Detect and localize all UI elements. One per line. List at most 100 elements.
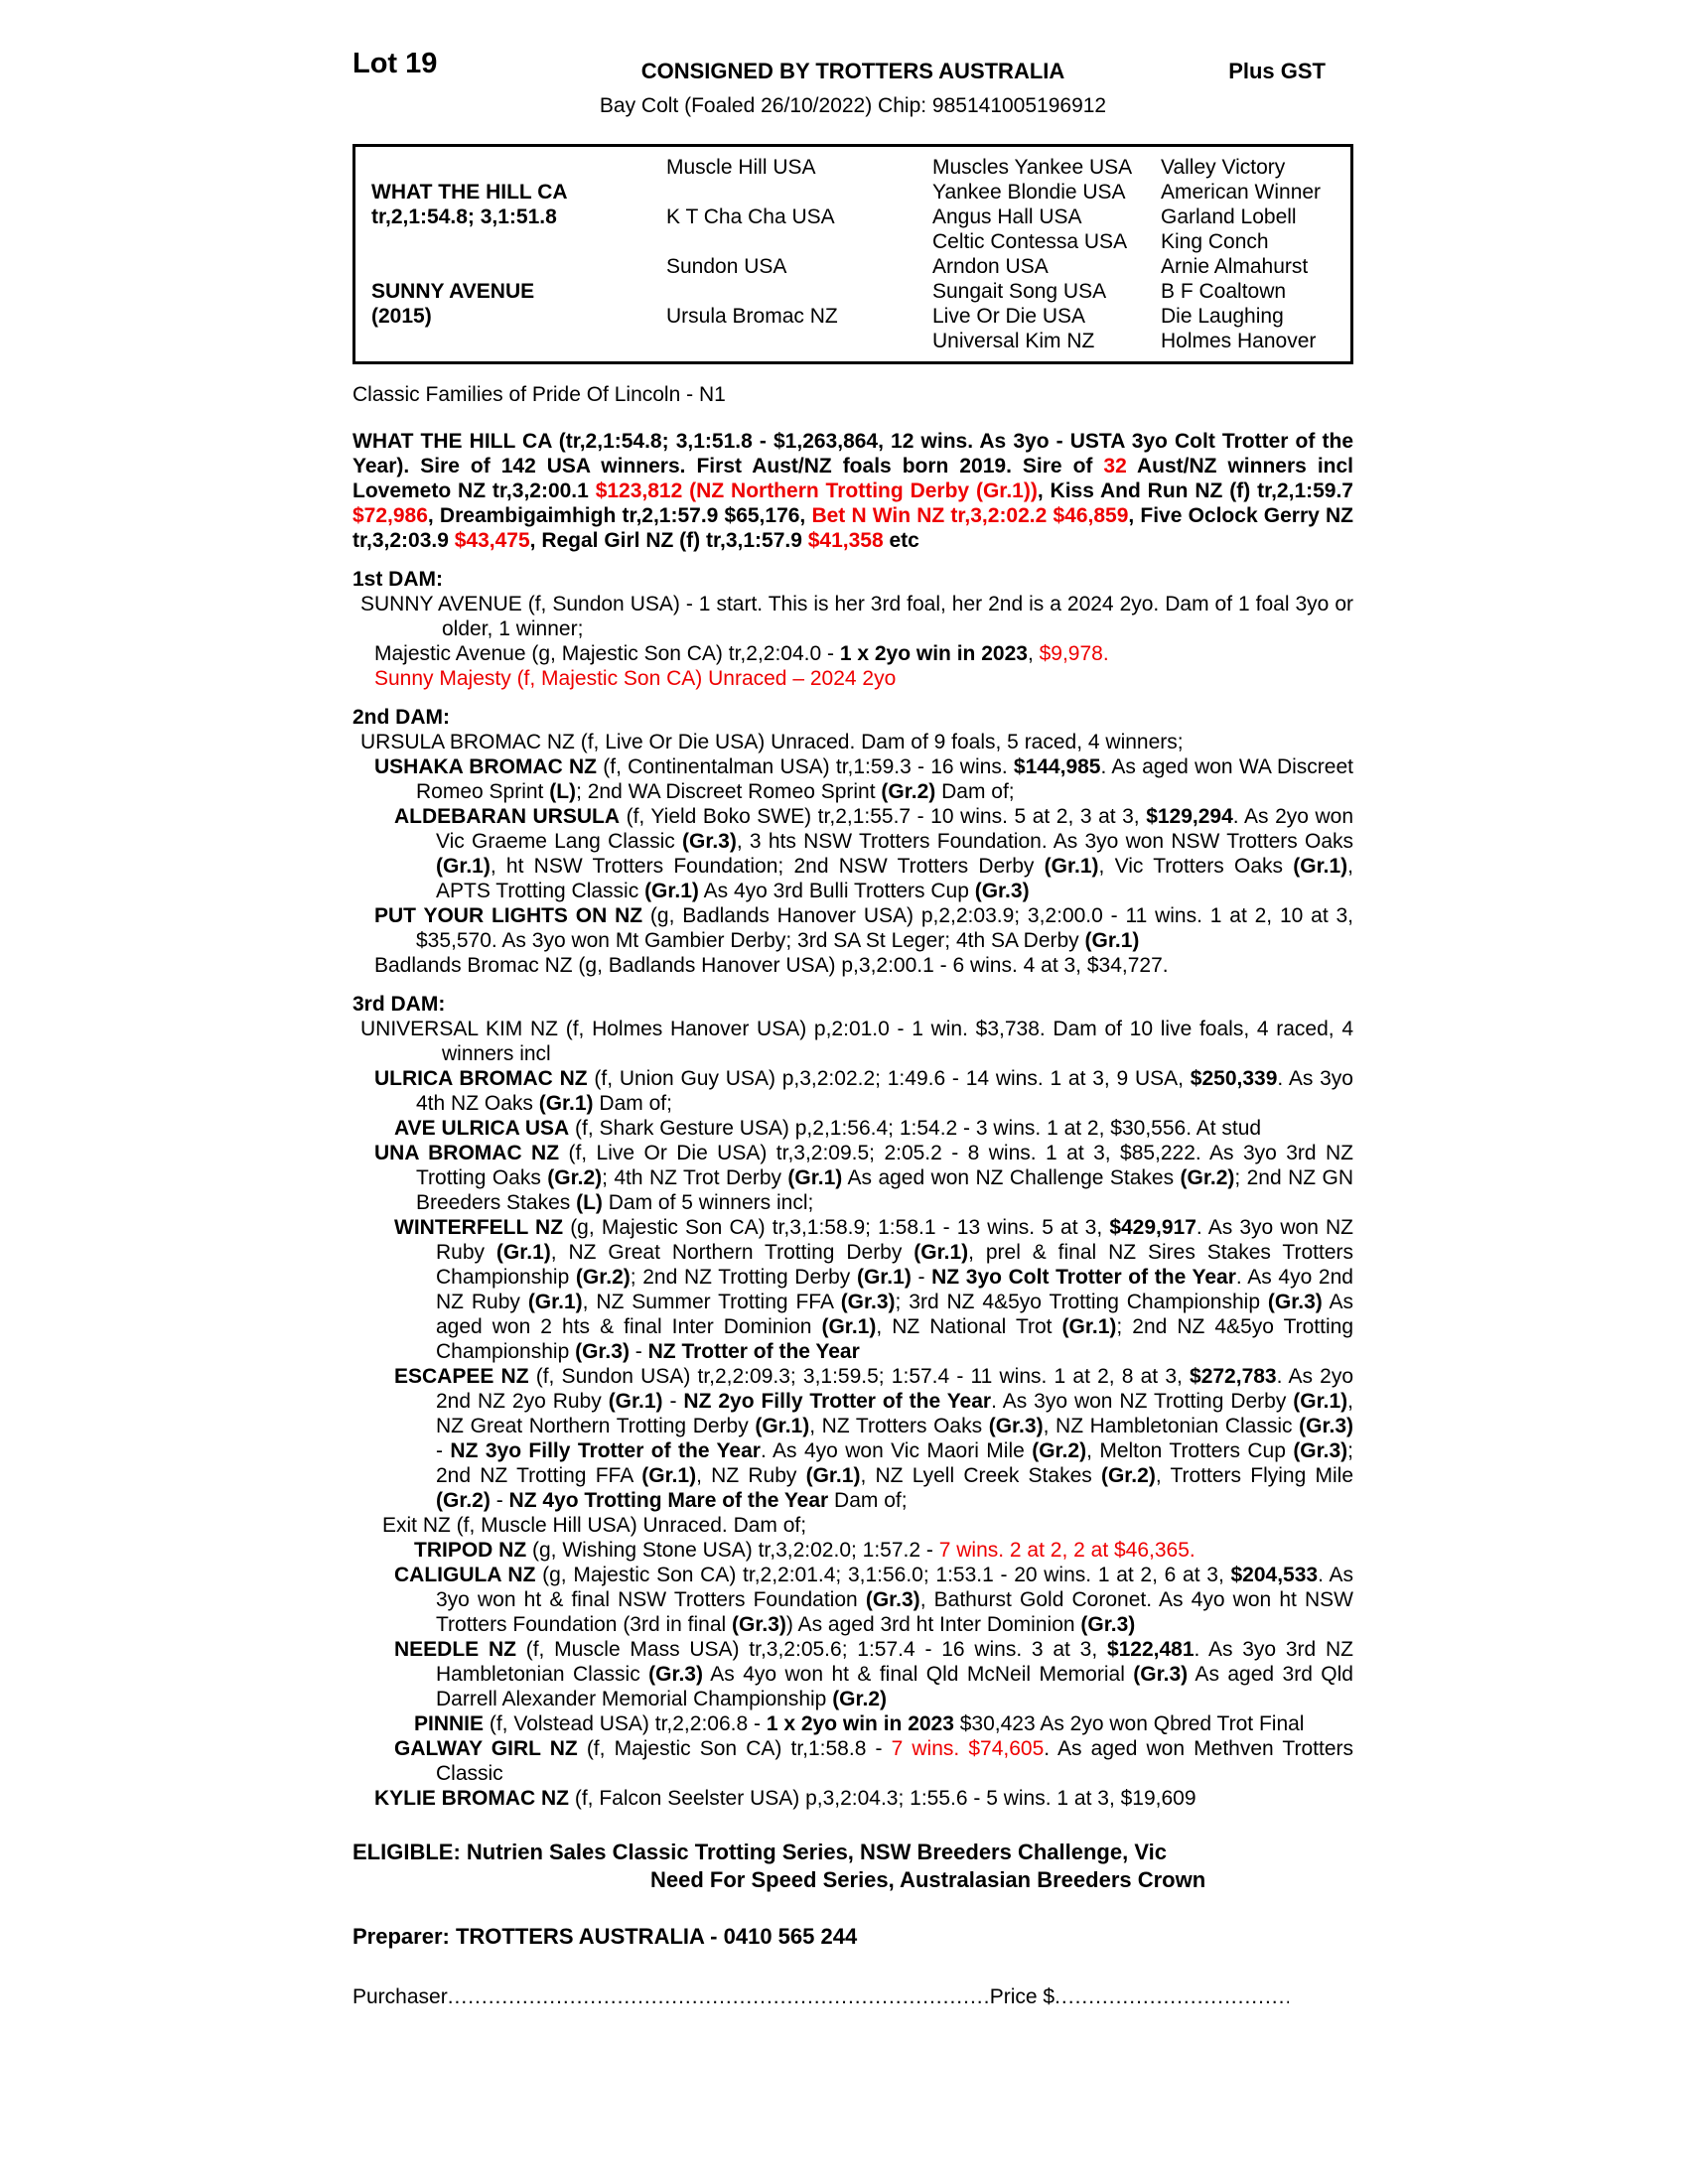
pedigree-cell: WHAT THE HILL CA [371,181,568,204]
horse-note: NEEDLE NZ (f, Muscle Mass USA) tr,3,2:05… [352,1637,1353,1711]
text-run: (f, Volstead USA) tr,2,2:06.8 - [484,1712,767,1735]
red-text-run: Bet N Win NZ tr,3,2:02.2 $46,859 [811,504,1129,527]
bold-text-run: (Gr.3) [682,830,737,853]
bold-text-run: (Gr.2) [832,1688,888,1710]
bold-text-run: (Gr.1) [914,1241,969,1264]
text-run: As aged won NZ Challenge Stakes [842,1166,1181,1189]
bold-text-run: (Gr.1) [495,1241,551,1264]
text-run: , [1027,642,1040,665]
pedigree-cell: American Winner [1161,181,1322,204]
pedigree-cell: Celtic Contessa USA [932,230,1128,253]
text-run: . As 3yo 4th NZ Oaks [416,1067,1353,1115]
text-run: . As 3yo won NZ Trotting Derby [991,1390,1294,1413]
text-run: , Bathurst Gold Coronet. As 4yo won ht N… [436,1588,1353,1636]
eligibility: ELIGIBLE: Nutrien Sales Classic Trotting… [352,1839,1353,1894]
bold-text-run: (Gr.2) [1180,1166,1235,1189]
text-run: ; 3rd NZ 4&5yo Trotting Championship [895,1291,1268,1313]
dam-heading: 2nd DAM: [352,706,450,729]
bold-text-run: CALIGULA NZ [394,1564,536,1586]
horse-note: ALDEBARAN URSULA (f, Yield Boko SWE) tr,… [352,804,1353,903]
pedigree-cell: B F Coaltown [1161,280,1287,303]
text-run: . As 3yo won NZ Ruby [436,1216,1353,1264]
bold-text-run: $144,985 [1013,755,1101,778]
red-text-run: $9,978. [1039,642,1109,665]
text-run: As 4yo 3rd Bulli Trotters Cup [698,880,975,902]
pedigree-cell: tr,2,1:54.8; 3,1:51.8 [371,205,557,228]
text-run: ; 2nd NZ 4&5yo Trotting Championship [436,1315,1353,1363]
pedigree-cell [371,329,666,353]
text-run: (f, Shark Gesture USA) p,2,1:56.4; 1:54.… [569,1117,1262,1140]
horse-note: USHAKA BROMAC NZ (f, Continentalman USA)… [352,754,1353,804]
red-text-run: $72,986 [352,504,428,527]
bold-text-run: $204,533 [1230,1564,1319,1586]
bold-text-run: $250,339 [1190,1067,1278,1090]
pedigree-cell [666,279,932,304]
bold-text-run: (Gr.1) [1061,1315,1117,1338]
text-run: , Vic Trotters Oaks [1098,855,1294,878]
bold-text-run: (Gr.1) [1293,855,1348,878]
text-run: ; 2nd NZ Trotting Derby [630,1266,857,1289]
text-run: Dam of 5 winners incl; [602,1191,814,1214]
horse-note: SUNNY AVENUE (f, Sundon USA) - 1 start. … [352,592,1353,641]
text-run: . As aged won Methven Trotters Classic [436,1737,1353,1785]
pedigree-cell: Muscle Hill USA [666,156,816,179]
pedigree-cell [666,229,932,254]
text-run: WHAT THE HILL CA (tr,2,1:54.8; 3,1:51.8 … [352,430,1353,478]
pedigree-cell: Arnie Almahurst [1161,255,1309,278]
bold-text-run: NZ Trotter of the Year [647,1340,860,1363]
bold-text-run: NZ 2yo Filly Trotter of the Year [683,1390,992,1413]
bold-text-run: (Gr.3) [865,1588,920,1611]
purchaser-dotted-line: ........................................… [447,1985,990,2008]
horse-note: Sunny Majesty (f, Majestic Son CA) Unrac… [352,666,1353,691]
text-run: . As 3yo 3rd NZ Hambletonian Classic [436,1638,1353,1686]
text-run: ; 4th NZ Trot Derby [602,1166,788,1189]
horse-note: UNIVERSAL KIM NZ (f, Holmes Hanover USA)… [352,1017,1353,1066]
red-text-run: Sunny Majesty (f, Majestic Son CA) Unrac… [374,667,897,690]
pedigree-cell: Valley Victory [1161,156,1286,179]
horse-note: UNA BROMAC NZ (f, Live Or Die USA) tr,3,… [352,1141,1353,1215]
text-run: , Dreambigaimhigh tr,2,1:57.9 $65,176, [427,504,812,527]
bold-text-run: NEEDLE NZ [394,1638,516,1661]
bold-text-run: $122,481 [1106,1638,1195,1661]
pedigree-cell: Ursula Bromac NZ [666,305,838,328]
text-run: , NZ Lyell Creek Stakes [860,1464,1101,1487]
text-run: ; 2nd WA Discreet Romeo Sprint [576,780,882,803]
page-header: Lot 19 CONSIGNED BY TROTTERS AUSTRALIA P… [352,50,1353,87]
pedigree-cell: Muscles Yankee USA [932,156,1133,179]
text-run: , Five Oclock Gerry NZ tr,3,2:03.9 [352,504,1353,552]
bold-text-run: ULRICA BROMAC NZ [374,1067,588,1090]
bold-text-run: PUT YOUR LIGHTS ON NZ [374,904,643,927]
pedigree-cell: Sungait Song USA [932,280,1107,303]
text-run: . As 2yo won Vic Graeme Lang Classic [436,805,1354,853]
bold-text-run: (Gr.2) [575,1266,631,1289]
text-run: etc [883,529,919,552]
text-run: URSULA BROMAC NZ (f, Live Or Die USA) Un… [360,731,1184,753]
red-text-run: $41,358 [807,529,884,552]
text-run: . As 4yo 2nd NZ Ruby [436,1266,1353,1313]
pedigree-cell: Universal Kim NZ [932,330,1095,352]
text-run: (f, Muscle Mass USA) tr,3,2:05.6; 1:57.4… [515,1638,1107,1661]
sire-summary: WHAT THE HILL CA (tr,2,1:54.8; 3,1:51.8 … [352,429,1353,553]
pedigree-table: Muscle Hill USA Muscles Yankee USA Valle… [352,144,1353,364]
text-run: . As aged won WA Discreet Romeo Sprint [416,755,1353,803]
horse-note: Majestic Avenue (g, Majestic Son CA) tr,… [352,641,1353,666]
text-run: (g, Majestic Son CA) tr,3,1:58.9; 1:58.1… [563,1216,1110,1239]
eligibility-line-1: ELIGIBLE: Nutrien Sales Classic Trotting… [352,1840,1167,1864]
text-run: (g, Badlands Hanover USA) p,2,2:03.9; 3,… [416,904,1353,952]
bold-text-run: (Gr.1) [805,1464,861,1487]
text-run: Dam of; [593,1092,672,1115]
text-run: Majestic Avenue (g, Majestic Son CA) tr,… [374,642,840,665]
page-content: Lot 19 CONSIGNED BY TROTTERS AUSTRALIA P… [352,50,1353,2009]
text-run: (g, Majestic Son CA) tr,2,2:01.4; 3,1:56… [535,1564,1231,1586]
bold-text-run: (Gr.2) [547,1166,603,1189]
text-run: - [911,1266,932,1289]
text-run: , prel & final NZ Sires Stakes Trotters … [436,1241,1353,1289]
text-run: $30,423 As 2yo won Qbred Trot Final [953,1712,1305,1735]
bold-text-run: (Gr.2) [1100,1464,1156,1487]
bold-text-run: (Gr.3) [1293,1439,1348,1462]
bold-text-run: $129,294 [1146,805,1233,828]
pedigree-cell: (2015) [371,305,432,328]
horse-note: CALIGULA NZ (g, Majestic Son CA) tr,2,2:… [352,1563,1353,1637]
text-run: , NZ Ruby [696,1464,806,1487]
text-run: Aust/NZ winners incl Lovemeto NZ tr,3,2:… [352,455,1353,502]
